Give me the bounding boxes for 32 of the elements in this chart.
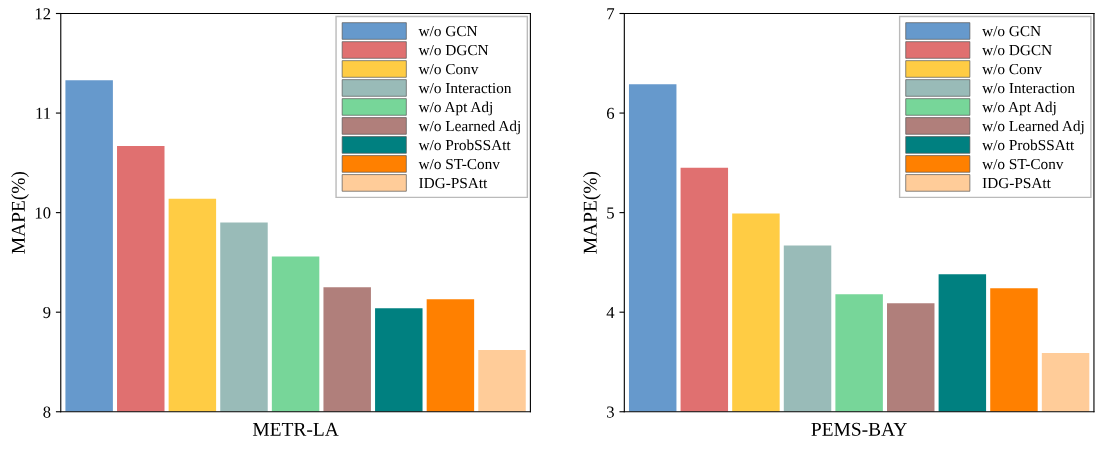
y-tick-label: 7 — [607, 8, 615, 20]
y-tick-label: 6 — [606, 107, 615, 120]
y-tick-label: 10 — [35, 207, 51, 219]
legend-label: w/o DGCN — [982, 44, 1052, 56]
legend-label: IDG-PSAtt — [419, 177, 488, 189]
y-tick-label: 11 — [36, 107, 51, 119]
legend-label: w/o GCN — [418, 25, 478, 37]
legend-label: w/o ST-Conv — [418, 158, 500, 170]
legend-label: w/o ProbSSAtt — [982, 139, 1075, 151]
y-axis-title: MAPE(%) — [583, 171, 601, 254]
y-tick-label: 4 — [606, 307, 615, 318]
legend-label: w/o Learned Adj — [982, 120, 1084, 135]
legend-label: w/o ProbSSAtt — [418, 139, 511, 151]
legend-label: w/o Apt Adj — [418, 101, 492, 116]
legend-label: w/o Conv — [982, 63, 1042, 75]
y-tick-label: 12 — [35, 8, 51, 20]
legend-label: w/o Conv — [418, 63, 479, 75]
y-tick-label: 9 — [43, 306, 51, 319]
x-axis-title: PEMS-BAY — [811, 422, 907, 436]
legend-label: w/o Interaction — [982, 82, 1075, 94]
y-axis-title: MAPE(%) — [11, 171, 29, 254]
legend-label: w/o Interaction — [418, 82, 512, 94]
y-tick-label: 8 — [43, 406, 51, 418]
legend-label: w/o Learned Adj — [418, 120, 520, 135]
y-tick-label: 3 — [607, 406, 614, 418]
legend-label: IDG-PSAtt — [982, 177, 1051, 189]
legend-label: w/o GCN — [982, 25, 1041, 37]
x-axis-title: METR-LA — [252, 422, 339, 436]
legend-label: w/o ST-Conv — [982, 158, 1064, 170]
legend-label: w/o DGCN — [418, 44, 489, 56]
y-tick-label: 5 — [607, 207, 614, 219]
legend-label: w/o Apt Adj — [982, 101, 1056, 116]
